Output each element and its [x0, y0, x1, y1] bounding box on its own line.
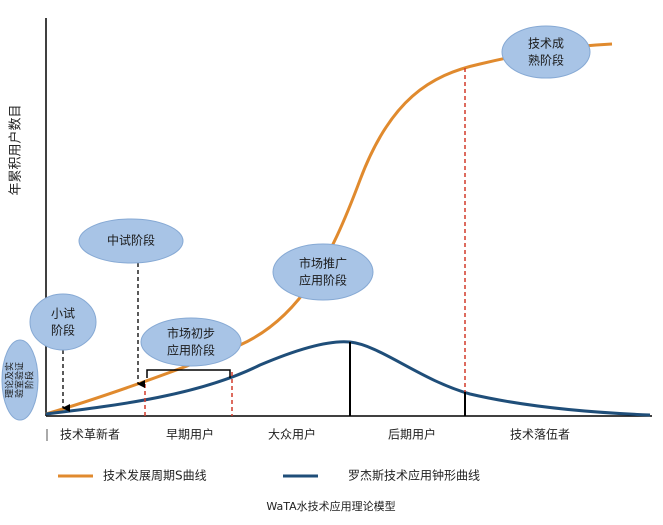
stage-label: 阶段	[51, 323, 75, 338]
segment-label: 后期用户	[388, 427, 436, 442]
stage-label: 市场初步	[167, 326, 215, 341]
stage-bubble	[140, 317, 242, 367]
stage-label: 技术成	[528, 37, 564, 51]
y-axis-label: 年累积用户数目	[8, 104, 24, 195]
segment-label: 早期用户	[166, 427, 214, 442]
segment-label: 大众用户	[268, 427, 316, 442]
stage-bubble	[29, 293, 97, 351]
stage-bubble	[1, 339, 39, 421]
segment-label: 技术革新者	[60, 427, 120, 442]
stage-bubble	[501, 25, 591, 79]
stage-bubble	[78, 218, 184, 264]
bracket	[146, 369, 231, 378]
stage-label: 小试	[51, 306, 75, 321]
stage-label: 阶段	[24, 371, 36, 389]
stage-label: 市场推广	[299, 256, 347, 271]
stage-label: 应用阶段	[167, 343, 215, 358]
stage-label: 应用阶段	[299, 273, 347, 288]
stage-label: 熟阶段	[528, 53, 564, 68]
stage-label: 中试阶段	[107, 233, 155, 248]
stage-label: 理论及实	[4, 362, 16, 398]
stage-bubble	[272, 243, 374, 301]
legend-label: 罗杰斯技术应用钟形曲线	[348, 468, 480, 483]
stage-label: 验室验证	[14, 362, 26, 398]
legend-label: 技术发展周期S曲线	[103, 468, 207, 483]
caption: WaTA水技术应用理论模型	[266, 499, 395, 513]
segment-label: 技术落伍者	[510, 428, 570, 442]
bell-curve	[45, 340, 651, 417]
